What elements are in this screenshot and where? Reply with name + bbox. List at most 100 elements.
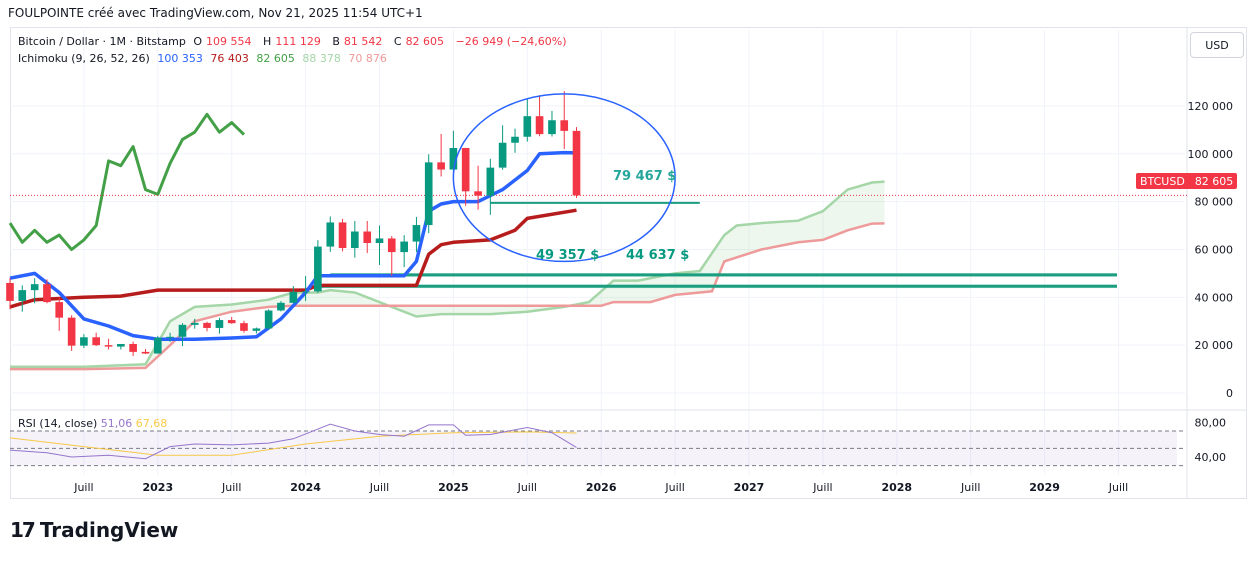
level-label-79467: 79 467 $ (613, 169, 677, 184)
rsi-tick-label: 80,00 (1195, 416, 1227, 429)
ichimoku-conversion-value: 100 353 (157, 52, 203, 65)
rsi-tick-label: 40,00 (1195, 451, 1227, 464)
candle-body (412, 225, 421, 242)
time-tick-label: 2025 (438, 481, 469, 494)
ohlc-change: −26 949 (−24,60%) (455, 35, 567, 48)
price-badge-value: 82 605 (1194, 174, 1234, 188)
last-price-badge: BTCUSD 82 605 (1136, 173, 1238, 189)
time-tick-label: 2026 (586, 481, 617, 494)
chart-frame[interactable] (10, 27, 1247, 499)
ichimoku-span-a-line (10, 180, 885, 368)
candle-body (523, 116, 532, 137)
horizontal-levels (317, 201, 1118, 289)
candle-body (18, 290, 27, 301)
candle-body (80, 337, 88, 346)
currency-button[interactable]: USD (1190, 32, 1244, 58)
ichimoku-base-value: 76 403 (210, 52, 249, 65)
time-tick-label: 2028 (881, 481, 912, 494)
candle-body (153, 337, 162, 354)
candle-body (350, 231, 359, 249)
candle-body (498, 142, 507, 168)
candle-body (92, 337, 100, 346)
candle-body (363, 231, 372, 244)
tradingview-logo-icon: 17 (10, 518, 36, 542)
time-tick-label: Juill (517, 481, 537, 494)
price-tick-label: 100 000 (1188, 148, 1234, 161)
level-label-44637: 44 637 $ (626, 248, 690, 263)
time-tick-label: Juill (221, 481, 241, 494)
candle-body (252, 328, 261, 331)
price-tick-label: 60 000 (1195, 243, 1234, 256)
ohlc-high: H 111 129 (263, 35, 321, 48)
tradingview-logo-text: TradingView (39, 518, 179, 542)
candle-body (535, 116, 544, 135)
price-axis: 0 20 000 40 000 60 000 80 000 100 000 120 000 (1188, 100, 1234, 400)
candle-body (178, 324, 187, 337)
time-tick-label: Juill (73, 481, 93, 494)
time-tick-label: Juill (1108, 481, 1128, 494)
ichimoku-base-line (9, 208, 577, 309)
candle-body (338, 222, 347, 249)
ichimoku-lagging-line (8, 112, 246, 251)
candle-body (437, 162, 445, 170)
candle-body (461, 148, 470, 192)
candle-body (240, 323, 248, 331)
ichimoku-legend[interactable]: Ichimoku (9, 26, 52, 26) 100 353 76 403 … (18, 52, 391, 65)
candle-body (166, 336, 174, 338)
ohlc-close: C 82 605 (393, 35, 445, 48)
price-tick-label: 40 000 (1195, 291, 1234, 304)
candle-body (387, 238, 396, 253)
candle-body (424, 162, 433, 226)
rsi-ma-value: 67,68 (135, 417, 168, 430)
candle-body (264, 310, 273, 329)
ichimoku-span-b-line (10, 222, 885, 371)
symbol-name: Bitcoin / Dollar · 1M · Bitstamp (18, 35, 186, 48)
candle-body (486, 167, 495, 196)
ichimoku-span-b-value: 70 876 (348, 52, 387, 65)
symbol-legend[interactable]: Bitcoin / Dollar · 1M · Bitstamp O 109 55… (18, 35, 571, 48)
price-badge-symbol: BTCUSD (1140, 174, 1185, 188)
candle-body (314, 246, 322, 292)
time-tick-label: 2024 (290, 481, 321, 494)
candle-body (301, 291, 310, 293)
candle-body (67, 317, 76, 346)
annotation-circle (452, 93, 676, 263)
candle-body (277, 302, 285, 311)
rsi-label: RSI (14, close) (18, 417, 98, 430)
candle-body (474, 191, 482, 196)
ichimoku-lagging-value: 82 605 (256, 52, 295, 65)
rsi-line (9, 423, 577, 460)
ohlc-low: B 81 542 (332, 35, 383, 48)
chart-header: FOULPOINTE créé avec TradingView.com, No… (8, 6, 423, 20)
time-tick-label: Juill (369, 481, 389, 494)
candle-body (55, 302, 64, 318)
candles (6, 91, 581, 356)
tradingview-logo[interactable]: 17 TradingView (10, 518, 178, 542)
ichimoku-label: Ichimoku (9, 26, 52, 26) (18, 52, 150, 65)
candle-body (43, 284, 51, 303)
highlight-ellipse (452, 93, 676, 263)
candle-body (104, 345, 113, 347)
price-tick-label: 120 000 (1188, 100, 1234, 113)
candle-body (129, 343, 137, 352)
time-tick-label: Juill (960, 481, 980, 494)
time-axis: Juill 2023 Juill 2024 Juill 2025 Juill 2026 Juil… (73, 481, 1128, 494)
ichimoku-span-a-value: 88 378 (302, 52, 341, 65)
time-tick-label: Juill (812, 481, 832, 494)
rsi-pane: 40,00 80,00 (9, 416, 1227, 467)
level-label-49357: 49 357 $ (536, 248, 600, 263)
candle-body (375, 238, 384, 244)
candle-body (6, 282, 14, 301)
candle-body (449, 148, 458, 170)
rsi-legend[interactable]: RSI (14, close) 51,06 67,68 (18, 417, 167, 430)
candle-body (511, 136, 519, 143)
time-tick-label: 2027 (734, 481, 765, 494)
candle-body (141, 351, 150, 354)
candle-body (227, 320, 236, 324)
rsi-value: 51,06 (100, 417, 133, 430)
price-tick-label: 80 000 (1195, 196, 1234, 209)
candle-body (326, 222, 335, 247)
candle-body (560, 120, 569, 131)
price-tick-label: 20 000 (1195, 339, 1234, 352)
